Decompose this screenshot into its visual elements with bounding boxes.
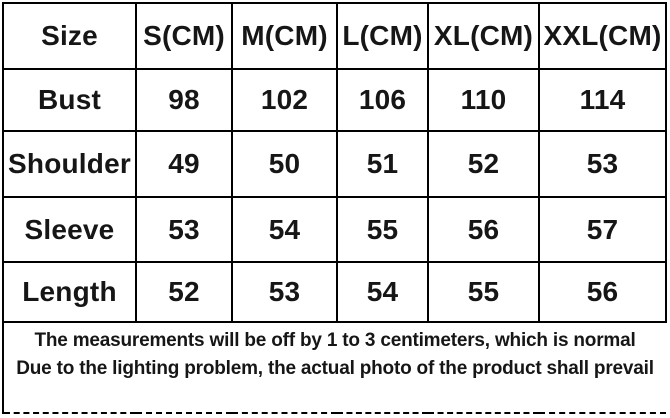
value-cell: 56 xyxy=(427,196,540,263)
header-cell-l: L(CM) xyxy=(336,2,429,70)
value-cell: 54 xyxy=(336,261,429,323)
value-cell: 110 xyxy=(427,68,540,132)
header-cell-m: M(CM) xyxy=(231,2,338,70)
value-cell: 53 xyxy=(135,196,233,263)
value-cell: 55 xyxy=(336,196,429,263)
value-cell: 106 xyxy=(336,68,429,132)
size-chart-table: Size S(CM) M(CM) L(CM) XL(CM) XXL(CM) Bu… xyxy=(2,2,667,414)
value-cell: 50 xyxy=(231,130,338,198)
value-cell: 52 xyxy=(427,130,540,198)
row-label: Bust xyxy=(2,68,137,132)
header-cell-size: Size xyxy=(2,2,137,70)
row-label: Length xyxy=(2,261,137,323)
row-label: Shoulder xyxy=(2,130,137,198)
value-cell: 53 xyxy=(231,261,338,323)
value-cell: 54 xyxy=(231,196,338,263)
row-label: Sleeve xyxy=(2,196,137,263)
value-cell: 53 xyxy=(538,130,667,198)
value-cell: 114 xyxy=(538,68,667,132)
table-header-row: Size S(CM) M(CM) L(CM) XL(CM) XXL(CM) xyxy=(2,2,667,70)
table-row-shoulder: Shoulder 49 50 51 52 53 xyxy=(2,130,667,198)
table-row-sleeve: Sleeve 53 54 55 56 57 xyxy=(2,196,667,263)
value-cell: 57 xyxy=(538,196,667,263)
value-cell: 51 xyxy=(336,130,429,198)
value-cell: 52 xyxy=(135,261,233,323)
note-line-1: The measurements will be off by 1 to 3 c… xyxy=(34,330,636,351)
header-cell-xxl: XXL(CM) xyxy=(538,2,667,70)
header-cell-s: S(CM) xyxy=(135,2,233,70)
notes-cell: The measurements will be off by 1 to 3 c… xyxy=(2,321,666,414)
header-cell-xl: XL(CM) xyxy=(427,2,540,70)
value-cell: 98 xyxy=(135,68,233,132)
note-line-2: Due to the lighting problem, the actual … xyxy=(16,358,654,379)
value-cell: 55 xyxy=(427,261,540,323)
value-cell: 49 xyxy=(135,130,233,198)
value-cell: 56 xyxy=(538,261,667,323)
notes-row: The measurements will be off by 1 to 3 c… xyxy=(2,321,666,414)
table-row-bust: Bust 98 102 106 110 114 xyxy=(2,68,667,132)
table-row-length: Length 52 53 54 55 56 xyxy=(2,261,667,323)
value-cell: 102 xyxy=(231,68,338,132)
